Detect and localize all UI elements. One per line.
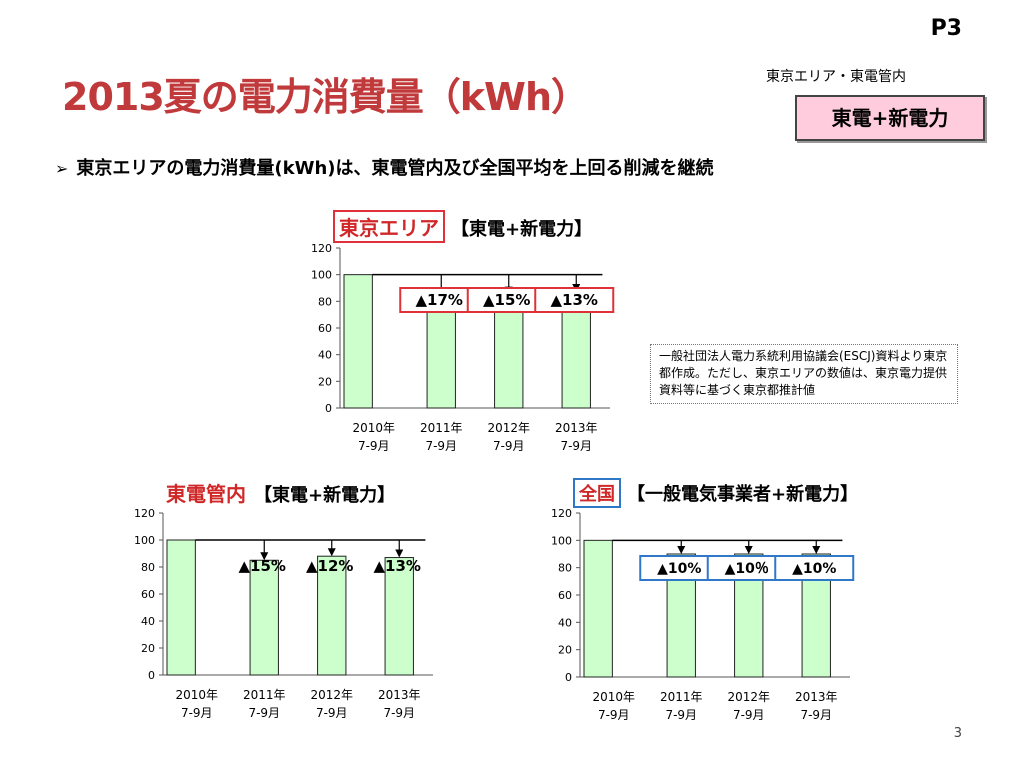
y-tick-label: 60 [141,588,155,601]
arrow-head-icon [395,549,404,558]
y-tick-label: 120 [551,507,572,520]
x-tick-label: 2012年 7-9月 [487,421,530,453]
x-tick-label: 2011年 7-9月 [420,421,463,453]
y-tick-label: 0 [148,669,155,682]
y-tick-label: 80 [558,562,572,575]
y-tick-label: 120 [134,507,155,520]
reduction-label: ▲10％ [725,561,769,577]
x-tick-label: 2011年 7-9月 [243,688,286,720]
x-tick-label: 2010年 7-9月 [592,690,635,722]
bar [494,294,524,409]
bar [583,539,613,678]
chart-tokyo-title: 東京エリア 【東電+新電力】 [333,210,592,243]
x-tick-label: 2012年 7-9月 [310,688,353,720]
arrow-head-icon [260,552,269,561]
x-tick-label: 2010年 7-9月 [352,421,395,453]
chart-national: 0 20 40 60 80 100 120 2010年 7-9月 2011年 7-9月 2012年 7-… [551,507,855,722]
chart-tokyo-subtitle: 【東電+新電力】 [451,219,593,240]
reduction-label: ▲13% [374,557,421,575]
chart-national-subtitle: 【一般電気事業者+新電力】 [627,484,859,505]
reduction-label: ▲10% [792,561,836,577]
bullet-point: ➢ 東京エリアの電力消費量(kWh)は、東電管内及び全国平均を上回る削減を継続 [55,154,714,180]
slide-title: 2013夏の電力消費量（kWh） [62,75,589,119]
x-tick-label: 2011年 7-9月 [660,690,703,722]
y-tick-label: 20 [141,642,155,655]
arrow-head-icon [744,546,753,554]
y-tick-label: 40 [558,616,572,629]
arrow-bullet-icon: ➢ [55,159,69,178]
y-tick-label: 80 [318,295,332,308]
source-note: 一般社団法人電力系統利用協議会(ESCJ)資料より東京都作成。ただし、東京エリア… [650,344,958,404]
y-tick-label: 120 [311,242,332,255]
y-tick-label: 0 [565,671,572,684]
page-number: 3 [953,726,962,741]
reduction-label: ▲13% [551,291,598,309]
y-tick-label: 100 [551,534,572,547]
reduction-box [774,555,855,581]
reduction-label: ▲15% [239,557,286,575]
bullet-text: 東京エリアの電力消費量(kWh)は、東電管内及び全国平均を上回る削減を継続 [76,158,714,179]
y-tick-label: 60 [318,322,332,335]
chart-national-tag: 全国 [573,478,621,508]
arrow-head-icon [677,546,686,554]
chart-tepco-subtitle: 【東電+新電力】 [254,485,396,506]
x-tick-label: 2010年 7-9月 [175,688,218,720]
chart-tepco-tag: 東電管内 [166,482,246,506]
chart-tokyo: 0 20 40 60 80 100 120 2010年 7-9月 2011年 7-9月 2012年 7-… [311,242,615,453]
reduction-label: ▲17% [416,291,463,309]
chart-national-title: 全国 【一般電気事業者+新電力】 [573,478,858,508]
y-tick-label: 100 [311,269,332,282]
reduction-label: ▲15% [483,291,530,309]
reduction-box [706,555,787,581]
y-tick-label: 20 [318,375,332,388]
chart-tepco: 0 20 40 60 80 100 120 2010年 7-9月 2011年 7-9月 2012年 7-… [134,507,433,720]
x-tick-label: 2013年 7-9月 [378,688,421,720]
chart-tokyo-tag: 東京エリア [333,210,445,243]
y-tick-label: 60 [558,589,572,602]
y-tick-label: 40 [318,349,332,362]
bar [166,539,196,676]
x-tick-label: 2013年 7-9月 [555,421,598,453]
arrow-head-icon [327,548,336,557]
scope-box: 東電+新電力 [795,95,985,141]
y-tick-label: 100 [134,534,155,547]
y-tick-label: 0 [325,402,332,415]
bar [317,555,347,676]
bar [426,296,456,409]
y-tick-label: 80 [141,561,155,574]
bar [384,557,414,676]
x-tick-label: 2013年 7-9月 [795,690,838,722]
x-tick-label: 2012年 7-9月 [727,690,770,722]
reduction-label: ▲10% [657,561,701,577]
y-tick-label: 40 [141,615,155,628]
y-tick-label: 20 [558,644,572,657]
bar [249,559,279,676]
scope-caption: 東京エリア・東電管内 [766,69,906,85]
page-label: P3 [930,16,962,41]
reduction-label: ▲12% [306,557,353,575]
arrow-head-icon [812,546,821,554]
reduction-box [534,287,615,313]
bar [343,274,373,409]
chart-tepco-title: 東電管内 【東電+新電力】 [166,478,395,507]
